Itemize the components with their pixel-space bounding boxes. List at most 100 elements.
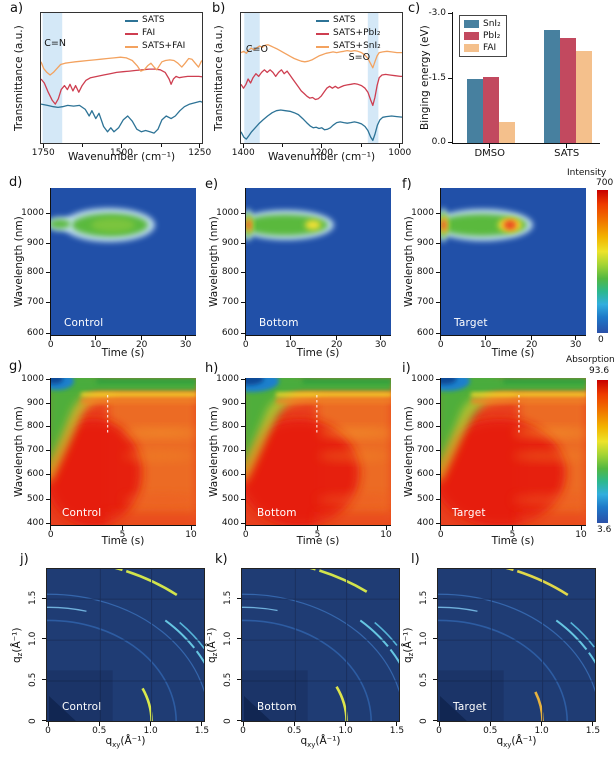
y-tick-label: 600	[416, 327, 434, 338]
legend-row: SATS+PbI₂	[316, 27, 381, 40]
abs-heatmap-g: Control	[50, 378, 196, 526]
x-axis-label: Time (s)	[101, 535, 145, 547]
x-tick-mark	[242, 722, 244, 726]
x-tick-mark	[541, 722, 543, 726]
abs-field-g	[51, 378, 196, 525]
y-tick-mark	[448, 13, 452, 15]
y-tick-label: 800	[416, 267, 434, 278]
x-tick-mark	[199, 144, 201, 148]
y-tick-mark	[433, 638, 437, 640]
x-tick-label: 0.5	[92, 726, 107, 736]
x-tick-mark	[440, 336, 442, 340]
y-tick-label: 1.5	[419, 590, 429, 606]
legend-row: SATS	[316, 14, 381, 27]
x-tick-mark	[531, 336, 533, 340]
x-tick-label: 10	[575, 530, 587, 540]
y-tick-label: 700	[221, 297, 239, 308]
legend-line-swatch	[316, 45, 329, 48]
x-tick-mark	[50, 526, 52, 530]
y-tick-label: 600	[26, 327, 44, 338]
y-tick-label: 0	[419, 718, 429, 724]
y-tick-label: 1000	[411, 207, 434, 218]
panel-letter-c: c)	[408, 1, 421, 16]
x-tick-mark	[399, 144, 401, 148]
category-label: SATS	[554, 148, 580, 159]
x-tick-label: 1.5	[194, 726, 210, 736]
y-tick-label: 900	[221, 237, 239, 248]
y-tick-mark	[436, 272, 440, 274]
y-tick-label: 1000	[216, 373, 239, 384]
legend-a: SATS FAI SATS+FAI	[125, 14, 185, 53]
giwaxs-field-j	[47, 569, 204, 721]
panel-letter-k: k)	[215, 552, 228, 567]
x-tick-mark	[489, 722, 491, 726]
legend-label: SATS	[333, 15, 356, 25]
x-tick-label: 1500	[110, 148, 133, 158]
y-tick-label: 700	[416, 445, 434, 456]
pl-field-d	[51, 208, 155, 242]
x-tick-mark	[42, 144, 44, 148]
panel-letter-h: h)	[205, 361, 219, 376]
y-tick-mark	[46, 426, 50, 428]
panel-inner-label: Bottom	[259, 316, 299, 329]
y-tick-label: 800	[221, 267, 239, 278]
y-tick-mark	[241, 474, 245, 476]
y-tick-mark	[241, 332, 245, 334]
y-tick-mark	[436, 332, 440, 334]
panel-inner-label: Bottom	[257, 700, 297, 713]
y-tick-mark	[42, 597, 46, 599]
panel-letter-l: l)	[411, 552, 420, 567]
y-tick-mark	[237, 638, 241, 640]
legend-label: SnI₂	[483, 18, 501, 29]
band-annotation: S=O	[348, 51, 371, 63]
x-tick-label: 1.0	[338, 726, 353, 736]
x-tick-label: 1.0	[143, 726, 158, 736]
y-tick-label: 900	[221, 397, 239, 408]
y-axis-label: Wavelength (nm)	[208, 216, 220, 308]
legend-row: SATS+SnI₂	[316, 40, 381, 53]
pl-heatmap-d: Control	[50, 188, 196, 336]
x-tick-label: 10	[284, 340, 297, 350]
y-tick-label: 400	[221, 517, 239, 528]
legend-color-swatch	[464, 44, 479, 52]
giwaxs-plot-k: Bottom	[241, 568, 400, 722]
x-minor-tick	[160, 144, 162, 147]
y-tick-label: 700	[26, 297, 44, 308]
x-tick-label: 5	[119, 530, 126, 540]
bar-FAI-DMSO	[498, 122, 515, 143]
panel-letter-f: f)	[402, 177, 412, 192]
x-tick-label: 0	[240, 726, 246, 736]
y-tick-label: 600	[26, 469, 44, 480]
legend-label: SATS	[142, 15, 165, 25]
x-tick-label: 30	[374, 340, 387, 350]
legend-label: SATS+PbI₂	[333, 28, 381, 38]
legend-color-swatch	[464, 20, 479, 28]
pl-heatmap-e: Bottom	[245, 188, 391, 336]
x-axis-label: Time (s)	[491, 535, 535, 547]
y-tick-mark	[241, 212, 245, 214]
x-tick-label: 0.5	[287, 726, 302, 736]
x-tick-mark	[290, 336, 292, 340]
giwaxs-field-k	[242, 569, 399, 721]
legend-row: FAI	[125, 27, 185, 40]
y-tick-mark	[241, 242, 245, 244]
x-tick-mark	[566, 144, 568, 148]
x-tick-mark	[242, 144, 244, 148]
x-tick-label: 0	[436, 726, 442, 736]
legend-line-swatch	[125, 19, 138, 22]
y-tick-mark	[46, 450, 50, 452]
x-axis-label: Time (s)	[296, 347, 340, 359]
x-tick-label: 0	[47, 530, 54, 540]
x-tick-mark	[98, 722, 100, 726]
absorption-colorbar-max: 93.6	[589, 366, 610, 376]
y-tick-label: 500	[221, 493, 239, 504]
pl-field-e	[246, 209, 334, 241]
panel-inner-label: Control	[62, 506, 102, 519]
x-tick-label: 1.0	[534, 726, 549, 736]
y-tick-label: -3.0	[428, 8, 446, 19]
y-tick-label: 1.5	[28, 590, 38, 606]
y-tick-mark	[436, 474, 440, 476]
y-tick-mark	[436, 522, 440, 524]
legend-label: PbI₂	[483, 30, 501, 41]
